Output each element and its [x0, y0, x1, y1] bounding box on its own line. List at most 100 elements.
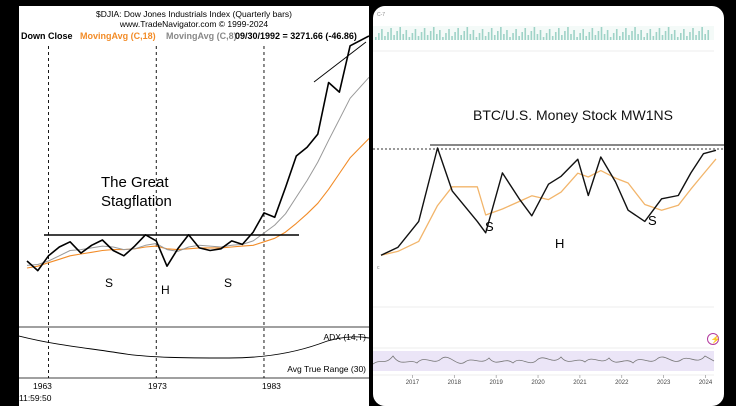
- volume-bar: [692, 28, 694, 40]
- x-tick-2024: 2024: [699, 380, 713, 386]
- volume-bar: [573, 30, 575, 40]
- volume-bar: [399, 27, 401, 40]
- settings-icon[interactable]: [707, 333, 719, 345]
- volume-bar: [680, 33, 682, 40]
- x-tick-1983: 1983: [262, 381, 281, 391]
- volume-bar: [445, 33, 447, 40]
- pattern-label-right-shoulder: S: [224, 276, 232, 290]
- volume-bar: [512, 33, 514, 40]
- price-axis-tick: c: [377, 265, 380, 271]
- volume-bar: [667, 27, 670, 40]
- volume-bar: [509, 37, 511, 40]
- volume-bar: [594, 35, 597, 40]
- volume-bar: [490, 28, 493, 40]
- volume-bar: [387, 32, 389, 40]
- volume-bar: [631, 31, 633, 40]
- x-tick-2020: 2020: [531, 380, 545, 386]
- btc-chart-panel: C-7 BTC/U.S. Money Stock MW1NS S H S c ⚡…: [373, 6, 724, 406]
- atr-label: Avg True Range (30): [287, 364, 366, 374]
- volume-bar: [420, 32, 423, 40]
- volume-bar: [652, 36, 655, 40]
- volume-bar: [500, 27, 502, 40]
- annotation-line-2: Stagflation: [101, 193, 172, 210]
- volume-bar: [469, 34, 472, 40]
- volume-bar: [375, 37, 377, 40]
- x-tick-2019: 2019: [489, 380, 503, 386]
- clock-readout: 11:59:50: [19, 393, 52, 403]
- volume-bar: [497, 31, 499, 40]
- settings-icon-glyph: ⚡: [711, 334, 721, 344]
- x-tick-2017: 2017: [406, 380, 420, 386]
- volume-bar: [585, 36, 588, 40]
- volume-bar: [606, 30, 609, 40]
- volume-bar: [381, 29, 383, 40]
- x-tick-2018: 2018: [448, 380, 462, 386]
- volume-bar: [625, 28, 627, 40]
- volume-bar: [439, 30, 441, 40]
- pattern-label-left-shoulder: S: [485, 219, 494, 234]
- trendline: [313, 41, 367, 83]
- volume-bar: [393, 35, 395, 40]
- volume-bar: [466, 27, 469, 40]
- volume-bar: [463, 31, 466, 40]
- volume-bar: [451, 36, 453, 40]
- volume-bar: [423, 28, 426, 40]
- x-tick-2022: 2022: [615, 380, 629, 386]
- volume-bar: [487, 32, 490, 40]
- djia-chart-title: $DJIA: Dow Jones Industrials Index (Quar…: [96, 9, 292, 19]
- volume-bar: [588, 32, 591, 40]
- volume-bar: [448, 29, 450, 40]
- djia-ma8-line: [26, 76, 369, 266]
- djia-source-credit: www.TradeNavigator.com © 1999-2024: [119, 19, 268, 29]
- volume-bar: [454, 32, 456, 40]
- volume-bar: [603, 34, 606, 40]
- volume-bar: [527, 35, 530, 40]
- corner-label: C-7: [377, 12, 385, 18]
- volume-bar: [637, 34, 639, 40]
- volume-bar: [698, 31, 700, 40]
- volume-bar: [442, 37, 444, 40]
- volume-bar: [521, 32, 523, 40]
- volume-bar: [417, 36, 420, 40]
- volume-bar: [554, 32, 557, 40]
- djia-ma18-line: [26, 138, 369, 269]
- btc-chart-title: BTC/U.S. Money Stock MW1NS: [473, 107, 673, 123]
- volume-bar: [643, 37, 645, 40]
- volume-bar: [640, 30, 642, 40]
- volume-bar: [378, 33, 380, 40]
- x-tick-1973: 1973: [148, 381, 167, 391]
- volume-bar: [548, 29, 551, 40]
- volume-bar: [664, 31, 667, 40]
- volume-bar: [695, 35, 697, 40]
- pattern-label-right-shoulder: S: [648, 213, 657, 228]
- volume-bar: [481, 29, 484, 40]
- volume-bar: [686, 36, 688, 40]
- btc-chart: C-7 BTC/U.S. Money Stock MW1NS S H S c ⚡…: [373, 12, 724, 386]
- volume-bar: [646, 33, 649, 40]
- volume-bar: [429, 31, 432, 40]
- volume-bar: [591, 28, 594, 40]
- volume-bar: [622, 32, 624, 40]
- volume-bar: [518, 36, 520, 40]
- volume-bar: [390, 28, 392, 40]
- volume-bar: [533, 27, 536, 40]
- legend-down-close: Down Close: [21, 31, 73, 41]
- volume-bar: [564, 31, 566, 40]
- btc-price-line: [380, 147, 717, 256]
- oscillator-line: [373, 355, 715, 365]
- volume-bar: [493, 35, 496, 40]
- djia-price-line: [26, 35, 369, 272]
- volume-bar: [612, 33, 615, 40]
- legend-ma8: MovingAvg (C,8): [166, 31, 237, 41]
- volume-bar: [408, 37, 411, 40]
- volume-bar: [530, 31, 533, 40]
- volume-bar: [515, 29, 517, 40]
- volume-bar: [411, 33, 414, 40]
- volume-bar: [478, 33, 481, 40]
- volume-bar: [414, 29, 417, 40]
- pattern-label-head: H: [555, 236, 564, 251]
- volume-bar: [545, 33, 548, 40]
- volume-bar: [426, 35, 429, 40]
- volume-bar: [676, 37, 679, 40]
- volume-bar: [460, 35, 462, 40]
